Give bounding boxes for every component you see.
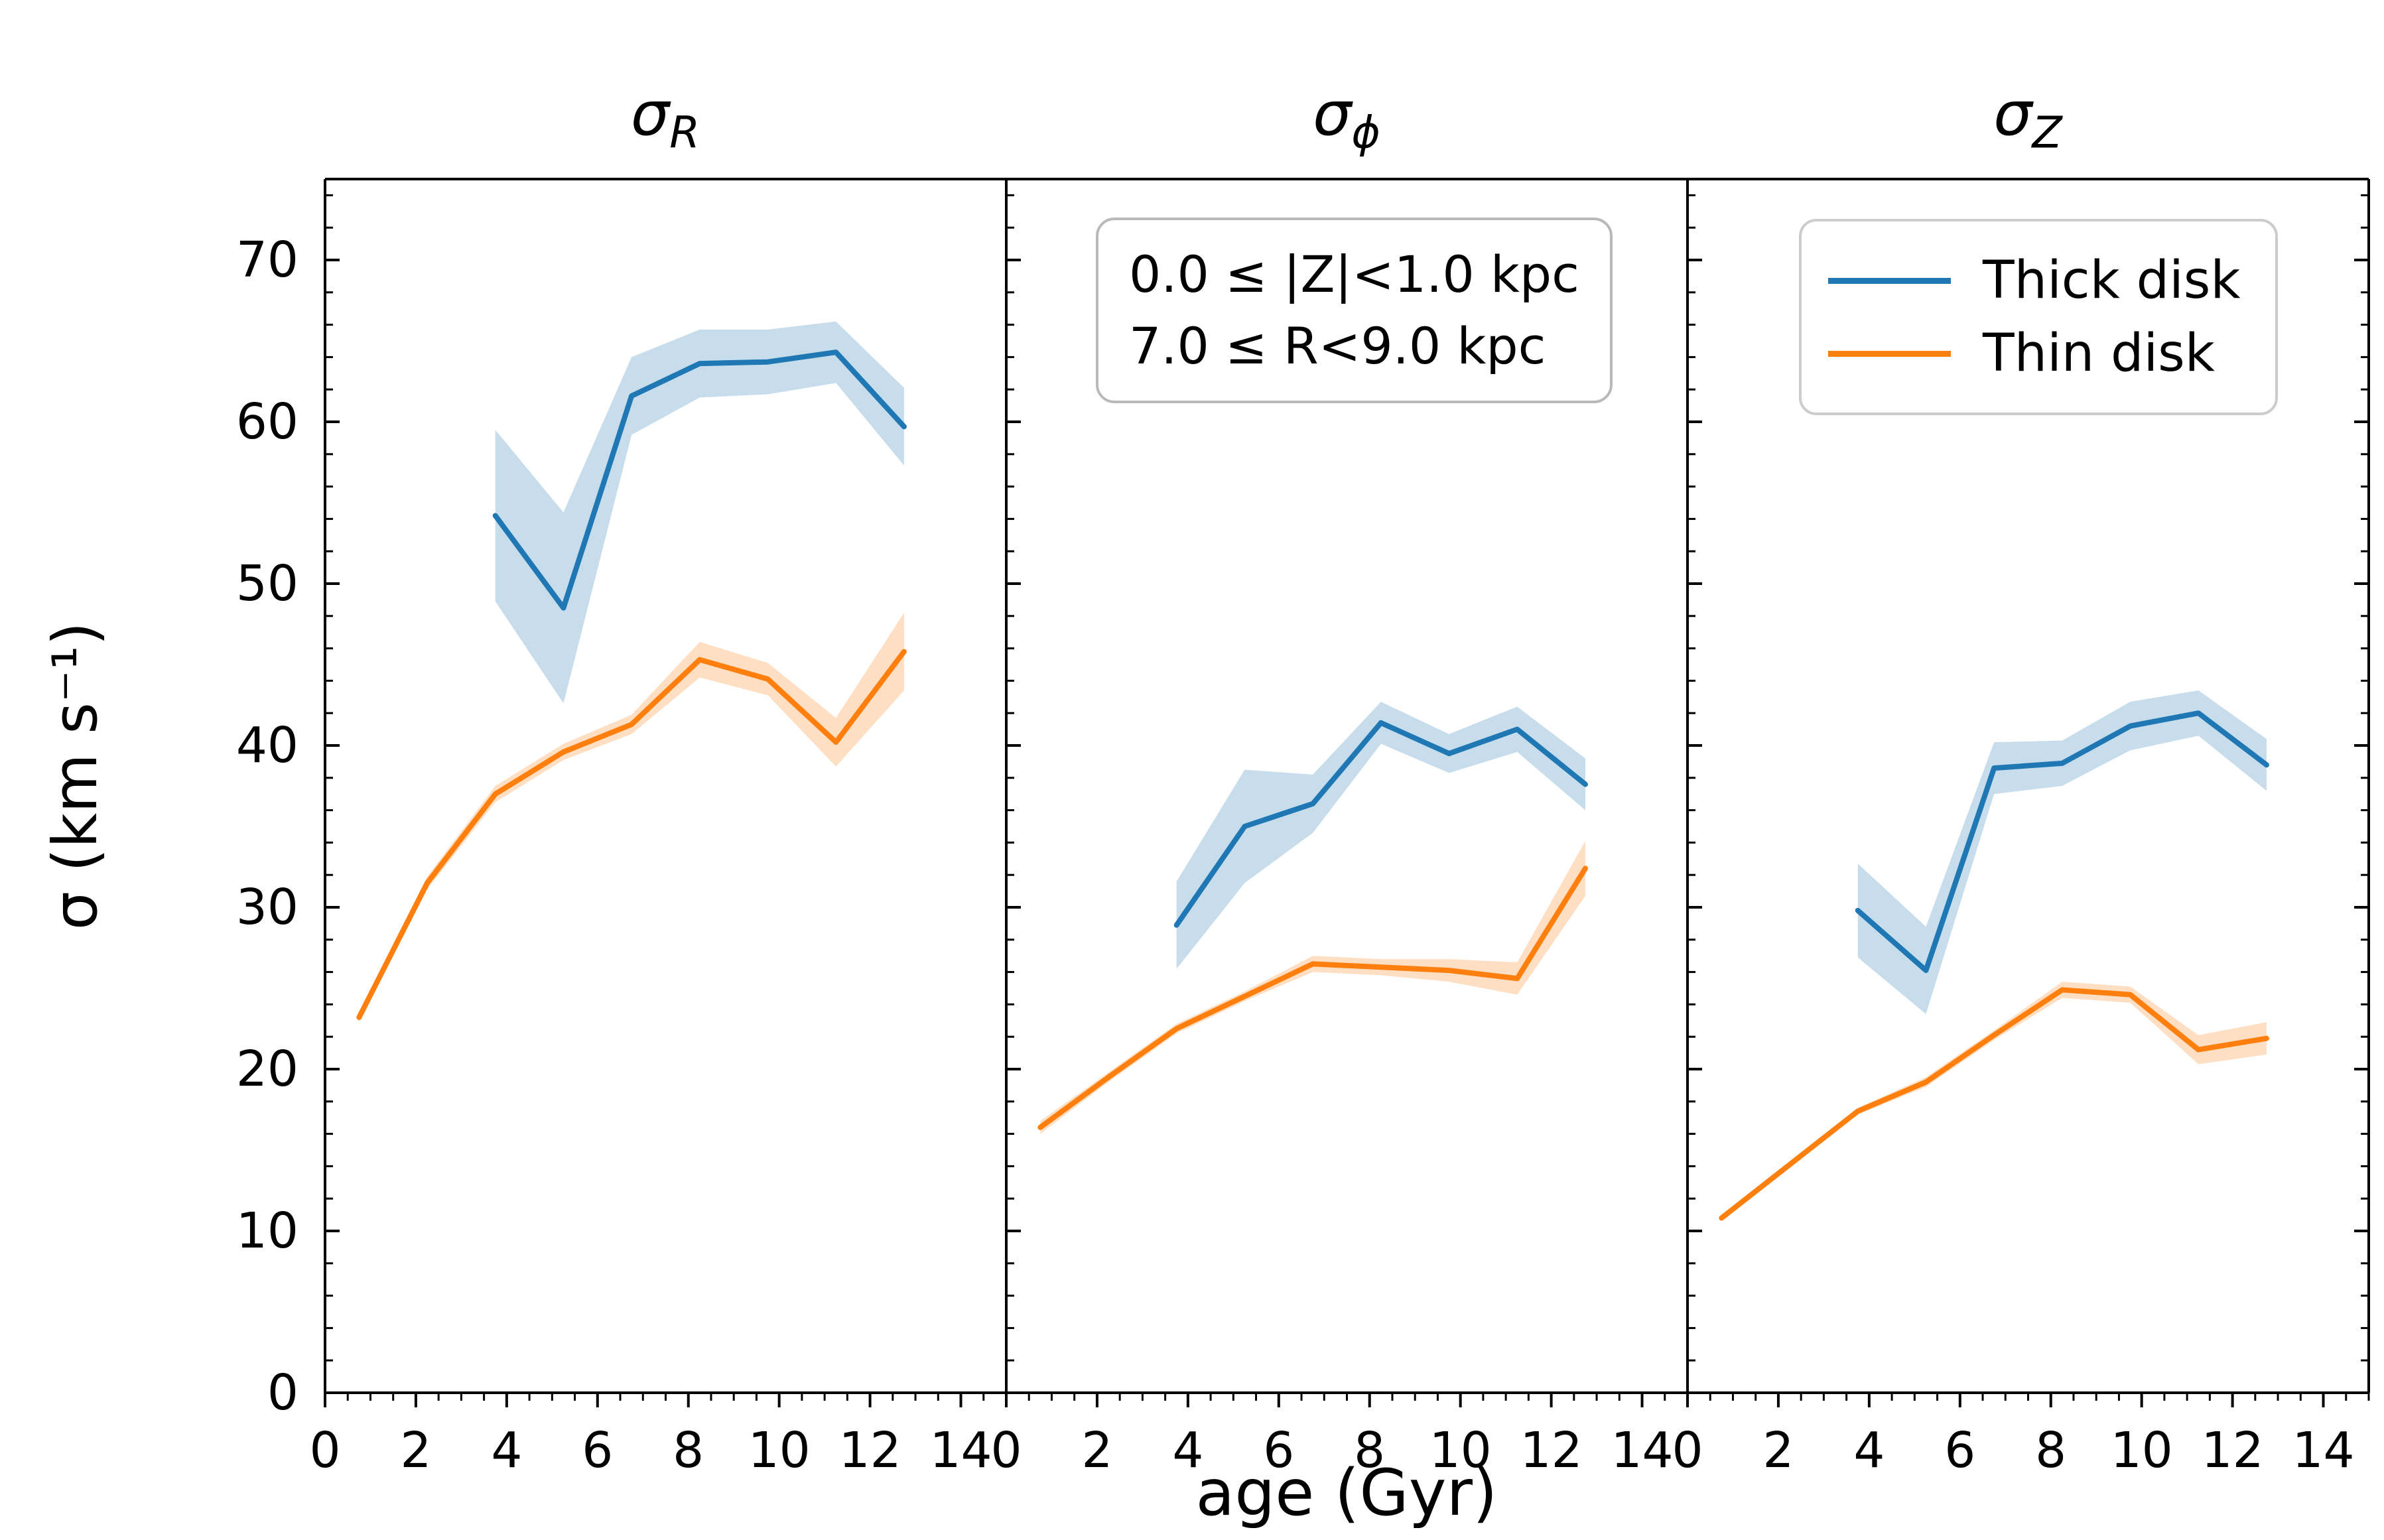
- legend-label: Thin disk: [1983, 324, 2215, 383]
- x-tick-label: 10: [748, 1422, 811, 1479]
- annotation-z-range: 0.0 ≤ |Z|<1.0 kpc: [1129, 245, 1579, 304]
- x-tick-label: 8: [673, 1422, 704, 1479]
- x-tick-label: 2: [400, 1422, 431, 1479]
- x-tick-label: 6: [1263, 1422, 1294, 1479]
- x-tick-label: 6: [582, 1422, 613, 1479]
- sigma-symbol: σ: [1993, 78, 2032, 149]
- thick-disk-line: [492, 350, 907, 611]
- x-tick-label: 4: [1853, 1422, 1885, 1479]
- x-tick-label: 4: [491, 1422, 522, 1479]
- x-tick-label: 12: [1520, 1422, 1583, 1479]
- y-tick-label: 20: [236, 1041, 298, 1098]
- thick-disk-line: [1173, 720, 1588, 928]
- thin-disk-error-band: [1721, 982, 2267, 1222]
- x-tick-label: 12: [2202, 1422, 2264, 1479]
- x-tick-label: 14: [929, 1422, 992, 1479]
- panel-title-sigma-z: σZ: [1993, 78, 2062, 159]
- x-tick-label: 2: [1762, 1422, 1794, 1479]
- panel-title-sigma-phi: σϕ: [1313, 78, 1380, 159]
- x-tick-label: 6: [1944, 1422, 1975, 1479]
- x-tick-label: 4: [1172, 1422, 1203, 1479]
- y-tick-label: 40: [236, 717, 298, 774]
- legend-label: Thick disk: [1983, 251, 2241, 310]
- thin-disk-line: [1037, 866, 1588, 1130]
- x-tick-label: 8: [2035, 1422, 2066, 1479]
- x-tick-label: 12: [839, 1422, 901, 1479]
- y-tick-label: 10: [236, 1202, 298, 1259]
- x-tick-label: 0: [309, 1422, 340, 1479]
- y-tick-label: 70: [236, 231, 298, 289]
- thin-disk-line: [356, 649, 907, 1020]
- x-tick-label: 14: [1611, 1422, 1673, 1479]
- y-tick-label: 30: [236, 879, 298, 936]
- sigma-symbol: σ: [1313, 78, 1352, 149]
- x-tick-label: 2: [1081, 1422, 1112, 1479]
- x-tick-label: 8: [1354, 1422, 1385, 1479]
- thin-disk-error-band: [359, 612, 904, 1023]
- sigma-symbol: σ: [630, 78, 670, 149]
- thick-disk-error-band: [495, 321, 904, 704]
- panel-title-sigma-r: σR: [630, 78, 700, 159]
- thick-disk-error-band: [1176, 702, 1585, 969]
- x-tick-label: 10: [2111, 1422, 2173, 1479]
- x-tick-label: 14: [2292, 1422, 2354, 1479]
- thick-disk-line-sample: [1828, 277, 1951, 284]
- legend-item-thin-disk: Thin disk: [1828, 317, 2241, 390]
- annotation-box: 0.0 ≤ |Z|<1.0 kpc 7.0 ≤ R<9.0 kpc: [1096, 218, 1613, 403]
- thin-disk-error-band: [1040, 840, 1585, 1134]
- y-tick-label: 50: [236, 555, 298, 612]
- thick-disk-error-band: [1857, 690, 2267, 1015]
- y-tick-label: 60: [236, 393, 298, 450]
- thick-disk-line: [1855, 710, 2269, 974]
- thin-disk-line: [1719, 987, 2269, 1221]
- legend-item-thick-disk: Thick disk: [1828, 244, 2241, 317]
- x-tick-label: 10: [1429, 1422, 1492, 1479]
- x-tick-label: 0: [990, 1422, 1022, 1479]
- annotation-r-range: 7.0 ≤ R<9.0 kpc: [1129, 316, 1546, 375]
- y-tick-label: 0: [267, 1364, 298, 1421]
- x-tick-label: 0: [1672, 1422, 1703, 1479]
- x-axis-label: age (Gyr): [1195, 1456, 1498, 1530]
- thin-disk-line-sample: [1828, 350, 1951, 357]
- legend: Thick disk Thin disk: [1799, 219, 2278, 415]
